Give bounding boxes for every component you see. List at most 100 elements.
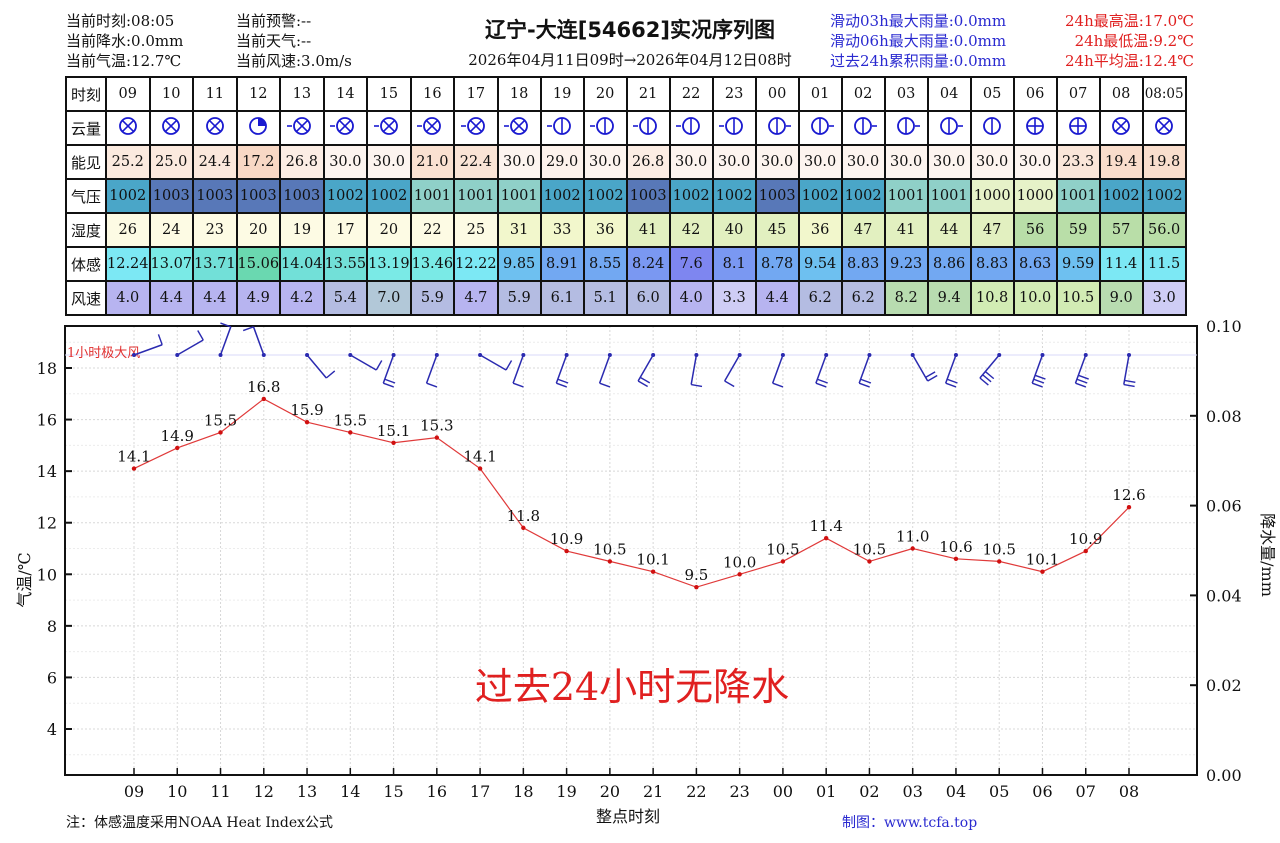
- cell-cloud: [409, 110, 456, 146]
- cell-wind_speed: 4.9: [235, 280, 282, 316]
- cell-feels_like: 8.86: [926, 246, 972, 282]
- y2-tick-label: 0.08: [1206, 407, 1242, 426]
- cell-visibility: 30.0: [797, 144, 843, 180]
- cell-pressure: 1001: [883, 178, 929, 214]
- cell-pressure: 1001: [926, 178, 972, 214]
- cell-visibility: 22.4: [453, 144, 499, 180]
- wind-gust-label: 1小时极大风: [67, 346, 140, 361]
- credit-link[interactable]: 制图：www.tcfa.top: [842, 815, 978, 831]
- cell-pressure: 1002: [582, 178, 628, 214]
- temperature-point: [780, 559, 786, 564]
- cell-wind_speed: 8.2: [883, 280, 929, 316]
- no-rain-annotation: 过去24小时无降水: [475, 665, 789, 709]
- x-tick-label: 09: [124, 782, 144, 801]
- row-label: 体感: [65, 246, 107, 282]
- current-time: 当前时刻:08:05: [66, 12, 175, 30]
- wind-barb-icon: [944, 353, 958, 388]
- temperature-point: [910, 546, 915, 551]
- y-tick-label: 18: [37, 359, 57, 378]
- cell-cloud: [1012, 110, 1058, 146]
- x-tick-label: 05: [989, 782, 1009, 801]
- cell-humidity: 40: [711, 212, 757, 248]
- cell-humidity: 56.0: [1141, 212, 1187, 248]
- current-info-left: 当前时刻:08:05 当前降水:0.0mm 当前气温:12.7℃: [66, 11, 183, 71]
- temperature-value: 10.9: [550, 530, 583, 548]
- cloud-cover-icon: [768, 117, 792, 135]
- cell-wind_speed: 5.9: [409, 280, 456, 316]
- temp-max: 24h最高温:17.0℃: [1065, 12, 1194, 30]
- cell-humidity: 20: [235, 212, 282, 248]
- cloud-cover-icon: [590, 117, 615, 135]
- wind-barb-icon: [1123, 353, 1136, 388]
- cell-visibility: 21.0: [409, 144, 456, 180]
- wind-barb-icon: [305, 353, 336, 379]
- cell-feels_like: 12.24: [105, 246, 151, 282]
- cell-wind_speed: 5.9: [496, 280, 542, 316]
- cloud-cover-icon: [1069, 117, 1088, 135]
- cell-feels_like: 13.71: [192, 246, 238, 282]
- plot-frame: [64, 325, 1198, 776]
- temperature-value: 10.6: [939, 538, 972, 556]
- cell-times: 10: [148, 76, 195, 112]
- row-label: 气压: [65, 178, 107, 214]
- cell-feels_like: 8.91: [539, 246, 585, 282]
- temperature-point: [650, 569, 656, 574]
- y-tick-label: 16: [37, 411, 57, 430]
- cloud-cover-icon: [719, 117, 744, 135]
- temperature-point: [261, 396, 266, 402]
- cell-cloud: [539, 110, 585, 146]
- temperature-point: [131, 466, 137, 471]
- wind-barb-icon: [1074, 353, 1089, 388]
- cell-pressure: 1003: [148, 178, 195, 214]
- cell-wind_speed: 10.5: [1055, 280, 1101, 316]
- temperature-point: [521, 525, 526, 531]
- cell-pressure: 1003: [192, 178, 238, 214]
- cell-feels_like: 7.6: [668, 246, 714, 282]
- cell-times: 02: [840, 76, 886, 112]
- temperature-value: 11.0: [896, 528, 929, 546]
- x-tick-label: 16: [427, 782, 447, 801]
- cell-pressure: 1001: [409, 178, 456, 214]
- rain-6h: 滑动06h最大雨量:0.0mm: [830, 32, 1007, 50]
- rain-3h: 滑动03h最大雨量:0.0mm: [830, 12, 1007, 30]
- cell-times: 14: [322, 76, 369, 112]
- table-row-humidity: 湿度 26 24 23 20 19 17 20 22 25 31 33 36 41 42 40 45 36 47 41…: [65, 212, 1187, 248]
- temperature-value: 15.9: [290, 401, 323, 419]
- cell-feels_like: 9.85: [496, 246, 542, 282]
- cloud-cover-icon: [249, 117, 268, 135]
- cell-wind_speed: 6.0: [625, 280, 671, 316]
- cell-feels_like: 8.83: [969, 246, 1015, 282]
- temperature-value: 14.1: [463, 448, 496, 466]
- cell-feels_like: 13.46: [409, 246, 456, 282]
- temperature-value: 10.5: [983, 540, 1016, 558]
- cell-pressure: 1002: [105, 178, 151, 214]
- x-tick-label: 10: [167, 782, 187, 801]
- x-tick-label: 21: [643, 782, 663, 801]
- cloud-cover-icon: [118, 117, 137, 135]
- cell-humidity: 41: [883, 212, 929, 248]
- cell-wind_speed: 3.3: [711, 280, 757, 316]
- x-tick-label: 08: [1119, 782, 1139, 801]
- temperature-point: [997, 559, 1002, 564]
- temperature-point: [867, 559, 872, 564]
- temperature-point: [304, 419, 310, 425]
- cell-times: 20: [582, 76, 628, 112]
- cell-pressure: 1002: [322, 178, 369, 214]
- temperature-value: 14.1: [117, 448, 150, 466]
- cell-wind_speed: 9.4: [926, 280, 972, 316]
- cell-times: 18: [496, 76, 542, 112]
- x-tick-label: 19: [556, 782, 576, 801]
- rain-stats: 滑动03h最大雨量:0.0mm 滑动06h最大雨量:0.0mm 过去24h累积雨…: [830, 11, 1006, 71]
- cloud-cover-icon: [940, 117, 964, 135]
- cell-times: 08:05: [1141, 76, 1187, 112]
- cell-humidity: 33: [539, 212, 585, 248]
- row-label: 风速: [65, 280, 107, 316]
- x-tick-label: 14: [340, 782, 360, 801]
- cell-cloud: [969, 110, 1015, 146]
- cell-wind_speed: 4.4: [192, 280, 238, 316]
- current-temp: 当前气温:12.7℃: [66, 52, 182, 70]
- temperature-value: 10.5: [593, 540, 626, 558]
- cell-visibility: 19.4: [1098, 144, 1144, 180]
- wind-barb-icon: [598, 353, 612, 388]
- cell-wind_speed: 6.1: [539, 280, 585, 316]
